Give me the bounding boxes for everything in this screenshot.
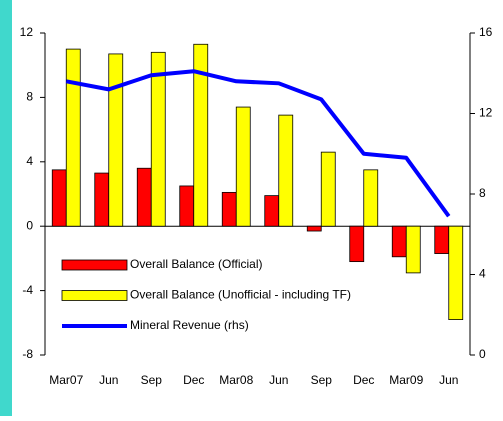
- bar: [94, 172, 110, 227]
- y-tick-label: 12: [20, 25, 34, 39]
- x-tick-label: Mar09: [389, 373, 423, 387]
- x-tick-label: Mar08: [219, 373, 253, 387]
- y-tick-label: 8: [26, 90, 33, 104]
- x-tick-label: Jun: [269, 373, 288, 387]
- x-tick-label: Jun: [439, 373, 458, 387]
- y2-tick-label: 0: [479, 347, 486, 361]
- legend-label: Mineral Revenue (rhs): [130, 318, 249, 332]
- y-tick-label: -4: [22, 283, 33, 297]
- bar: [306, 225, 322, 232]
- y2-tick-label: 8: [479, 186, 486, 200]
- bar: [108, 53, 124, 227]
- bar: [136, 167, 152, 227]
- y-tick-label: 4: [26, 154, 33, 168]
- legend-label: Overall Balance (Unofficial - including …: [130, 288, 351, 302]
- bar: [65, 48, 81, 227]
- bar: [405, 225, 421, 274]
- bar: [235, 106, 251, 227]
- legend-label: Overall Balance (Official): [130, 257, 263, 271]
- line: [65, 69, 451, 218]
- bar: [150, 51, 166, 227]
- y-tick-label: 0: [26, 218, 33, 232]
- bar: [320, 151, 336, 227]
- bar: [193, 43, 209, 227]
- side-strip: [0, 0, 12, 416]
- x-tick-label: Dec: [183, 373, 204, 387]
- x-tick-label: Mar07: [49, 373, 83, 387]
- x-tick-label: Sep: [141, 373, 163, 387]
- legend-swatch: [61, 259, 128, 271]
- y2-tick-label: 4: [479, 267, 486, 281]
- bar: [221, 191, 237, 227]
- y-tick-label: -8: [22, 347, 33, 361]
- bar: [448, 225, 464, 320]
- legend-swatch: [61, 290, 128, 301]
- y2-tick-label: 12: [479, 106, 493, 120]
- x-tick-label: Jun: [99, 373, 118, 387]
- bar: [363, 169, 379, 227]
- x-tick-label: Dec: [353, 373, 374, 387]
- bar: [179, 185, 195, 227]
- bar: [264, 195, 280, 227]
- y2-tick-label: 16: [479, 25, 493, 39]
- bar: [349, 225, 365, 263]
- bar: [51, 169, 67, 227]
- bar: [391, 225, 407, 258]
- bar: [434, 225, 450, 254]
- x-tick-label: Sep: [311, 373, 333, 387]
- bar: [278, 114, 294, 227]
